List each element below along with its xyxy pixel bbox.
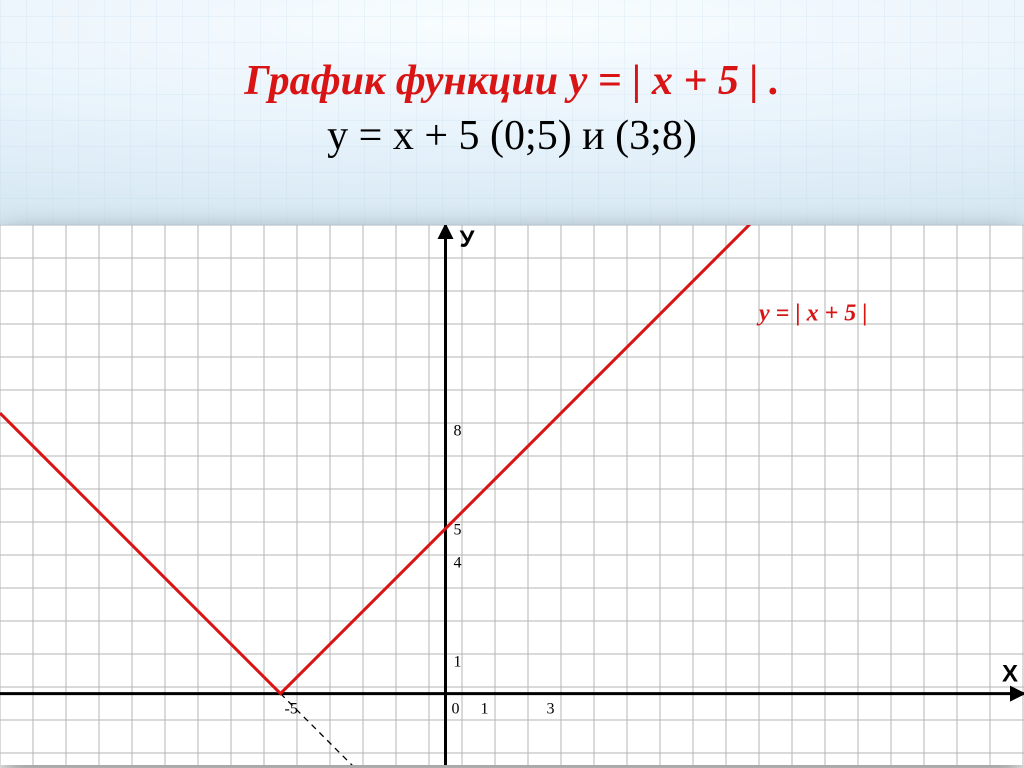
x-tick-label: 0	[452, 701, 460, 718]
function-chart: У X 1 4 5 8 -5 0 1 3 у = | х + 5 |	[0, 225, 1024, 765]
x-axis-label: X	[1002, 661, 1018, 688]
x-tick-label: 1	[481, 701, 489, 718]
function-line	[0, 225, 776, 694]
y-axis-label: У	[460, 226, 476, 253]
y-tick-label: 5	[454, 522, 462, 539]
y-tick-label: 1	[454, 654, 462, 671]
chart-card: У X 1 4 5 8 -5 0 1 3 у = | х + 5 |	[0, 225, 1024, 765]
y-tick-label: 8	[454, 423, 462, 440]
x-tick-label: 3	[547, 701, 555, 718]
y-axis-arrow	[438, 225, 454, 239]
x-axis-arrow	[1010, 686, 1024, 702]
function-label: у = | х + 5 |	[756, 301, 868, 327]
y-tick-label: 4	[454, 555, 462, 572]
page-title: График функции у = | х + 5 | .	[0, 60, 1024, 102]
x-tick-label: -5	[285, 701, 298, 718]
page-subtitle: у = х + 5 (0;5) и (3;8)	[0, 112, 1024, 160]
